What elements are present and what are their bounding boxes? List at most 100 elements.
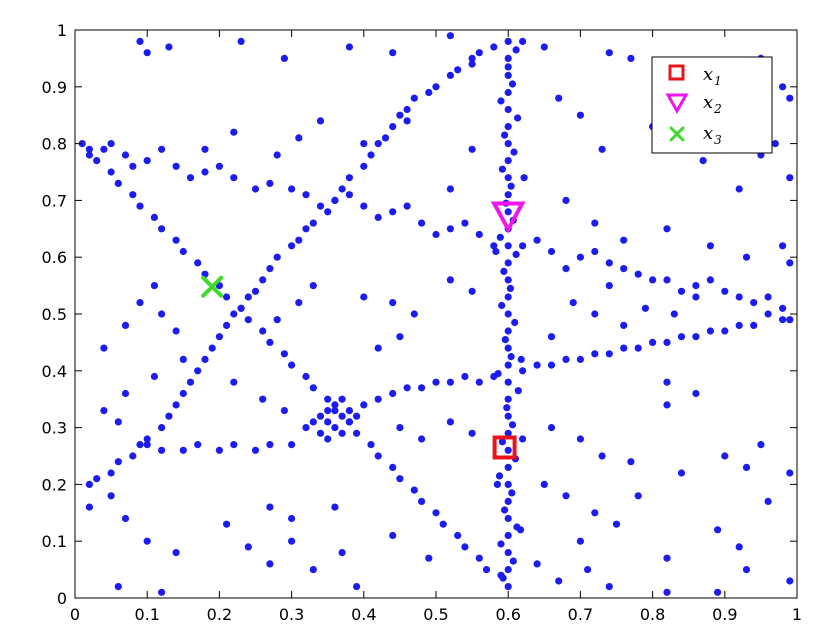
data-point xyxy=(620,344,628,352)
data-point xyxy=(85,480,93,488)
data-point xyxy=(432,509,440,517)
data-point xyxy=(374,452,382,460)
data-point xyxy=(504,549,512,557)
data-point xyxy=(360,293,368,301)
data-point xyxy=(410,486,418,494)
data-point xyxy=(129,162,137,170)
data-point xyxy=(201,168,209,176)
legend-marker-x3 xyxy=(669,126,685,142)
data-point xyxy=(620,321,628,329)
data-point xyxy=(504,63,512,71)
data-point xyxy=(295,134,303,142)
data-point xyxy=(663,554,671,562)
data-point xyxy=(503,404,511,412)
data-point xyxy=(627,54,635,63)
data-point xyxy=(547,424,556,432)
data-point xyxy=(194,259,202,267)
data-point xyxy=(360,140,368,148)
x-tick-label: 0.5 xyxy=(423,605,448,624)
data-point xyxy=(735,293,743,301)
data-point xyxy=(129,452,137,460)
data-point xyxy=(742,566,751,574)
data-point xyxy=(418,435,426,443)
data-point xyxy=(591,509,599,517)
data-point xyxy=(591,247,599,256)
data-point xyxy=(136,202,144,210)
data-point xyxy=(288,361,296,369)
data-point xyxy=(302,191,310,199)
data-point xyxy=(389,49,397,57)
data-point xyxy=(446,418,454,426)
data-point xyxy=(85,145,93,153)
scatter-points xyxy=(78,32,794,596)
data-point xyxy=(324,208,332,216)
data-point xyxy=(519,367,527,375)
data-point xyxy=(605,259,613,267)
data-point xyxy=(345,43,353,51)
data-point xyxy=(562,196,570,204)
data-point xyxy=(165,43,173,51)
data-point xyxy=(223,293,231,301)
data-point xyxy=(634,492,642,500)
data-point xyxy=(107,168,115,176)
data-point xyxy=(764,497,772,505)
data-point xyxy=(641,304,650,312)
data-point xyxy=(677,287,686,295)
data-point xyxy=(562,265,570,273)
data-point xyxy=(194,367,202,375)
data-point xyxy=(418,384,426,392)
data-point xyxy=(510,148,518,156)
data-point xyxy=(540,480,548,488)
data-point xyxy=(504,429,512,437)
x-tick-label: 0.4 xyxy=(351,605,376,624)
y-tick-label: 0.2 xyxy=(42,475,67,494)
data-point xyxy=(504,71,512,79)
data-point xyxy=(251,185,260,193)
data-point xyxy=(244,316,252,324)
data-point xyxy=(158,310,166,318)
data-point xyxy=(446,71,454,79)
data-point xyxy=(100,145,108,153)
data-point xyxy=(316,429,325,437)
data-point xyxy=(179,355,187,363)
legend-label-x2: x2 xyxy=(703,92,722,116)
data-point xyxy=(692,293,700,301)
data-point xyxy=(215,162,223,170)
data-point xyxy=(230,378,238,386)
data-point xyxy=(692,282,700,290)
data-point xyxy=(706,242,715,250)
data-point xyxy=(172,401,180,409)
data-point xyxy=(591,310,599,318)
data-point xyxy=(273,253,281,261)
data-point xyxy=(158,446,166,454)
data-point xyxy=(324,395,332,403)
data-point xyxy=(498,438,506,446)
data-point xyxy=(403,117,411,125)
y-tick-label: 0.6 xyxy=(42,248,67,267)
data-point xyxy=(114,458,122,466)
data-point xyxy=(172,162,180,170)
data-point xyxy=(446,185,454,193)
data-point xyxy=(504,497,512,505)
data-point xyxy=(454,531,462,540)
data-point xyxy=(179,446,187,454)
data-point xyxy=(507,353,515,361)
data-point xyxy=(266,441,274,449)
y-tick-label: 0.3 xyxy=(42,419,67,438)
data-point xyxy=(475,378,483,386)
data-point xyxy=(367,151,375,159)
data-point xyxy=(324,418,332,426)
data-point xyxy=(508,489,516,497)
data-point xyxy=(331,401,339,409)
data-point xyxy=(389,208,397,216)
data-point xyxy=(786,94,794,102)
data-point xyxy=(360,401,368,409)
data-point xyxy=(302,424,310,432)
data-point xyxy=(338,429,346,437)
data-point xyxy=(143,49,151,57)
data-point xyxy=(345,407,353,415)
data-point xyxy=(158,588,166,596)
data-point xyxy=(396,424,404,432)
data-point xyxy=(360,202,368,210)
data-point xyxy=(251,287,260,295)
